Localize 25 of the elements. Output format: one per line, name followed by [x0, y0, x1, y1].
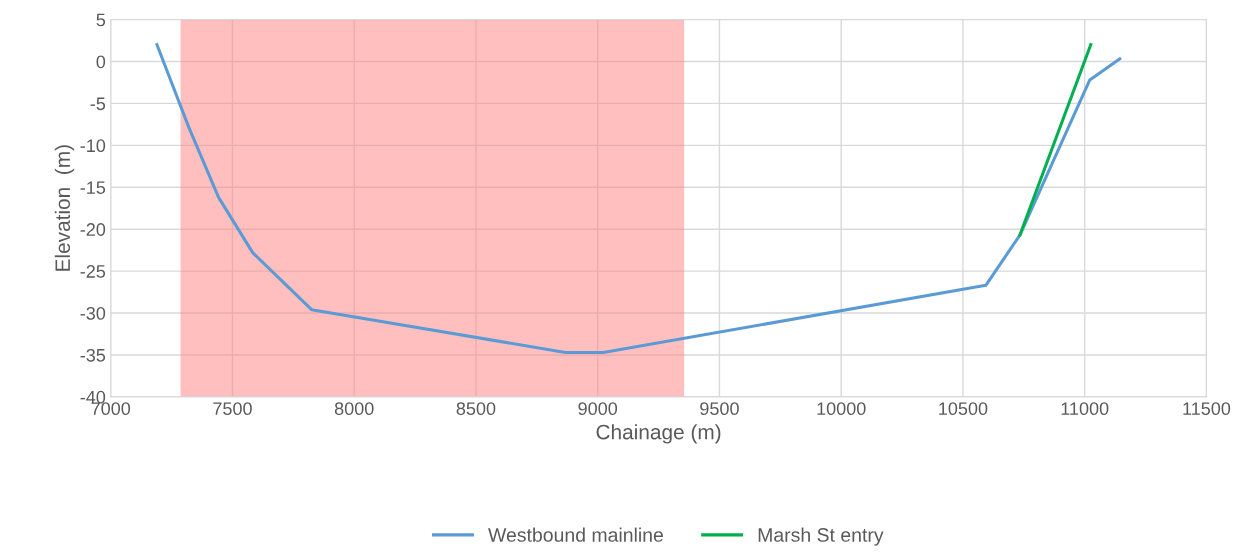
y-tick-label: 5: [96, 13, 106, 27]
y-tick-label: -40: [80, 390, 106, 404]
y-tick-label: -10: [80, 139, 106, 153]
x-tick-label: 9500: [700, 402, 739, 416]
y-axis-title: Elevation (m): [54, 145, 75, 271]
legend-label: Westbound mainline: [488, 527, 663, 542]
y-tick-label: -30: [80, 306, 106, 320]
x-tick-label: 8500: [456, 402, 496, 416]
x-tick-label: 11000: [1061, 402, 1109, 416]
x-tick-label: 9000: [578, 402, 618, 416]
x-tick-label: 10500: [939, 402, 988, 416]
line-series: [155, 43, 1122, 354]
y-tick-label: -15: [80, 181, 106, 194]
x-tick-label: 7000: [91, 402, 131, 416]
y-tick-label: -20: [80, 223, 106, 236]
y-tick-label: -25: [80, 265, 106, 278]
y-tick-label: -5: [90, 97, 106, 111]
x-tick-label: 7500: [213, 402, 252, 416]
x-axis-title: Chainage (m): [596, 424, 721, 444]
legend-label: Marsh St entry: [758, 527, 884, 546]
y-tick-label: 0: [96, 55, 106, 69]
x-tick-label: 8000: [334, 402, 374, 416]
x-tick-label: 11500: [1183, 402, 1231, 416]
x-tick-label: 10000: [817, 402, 866, 416]
y-tick-label: -35: [80, 348, 106, 362]
